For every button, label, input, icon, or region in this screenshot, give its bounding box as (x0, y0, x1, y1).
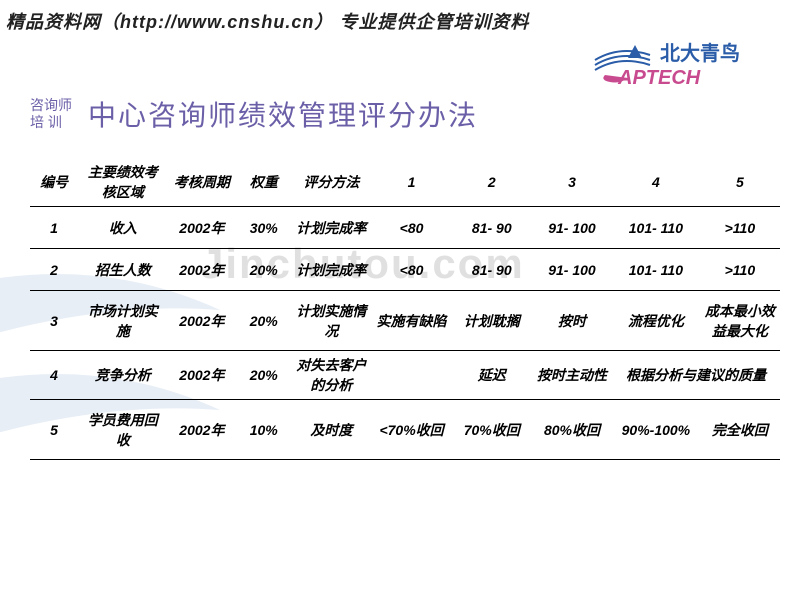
cell: 按时主动性 (532, 351, 612, 400)
cell: 延迟 (452, 351, 532, 400)
cell: <80 (371, 207, 451, 249)
col-header-4: 评分方法 (291, 158, 371, 207)
performance-table: 编号主要绩效考核区域考核周期权重评分方法12345 1收入2002年30%计划完… (30, 158, 780, 460)
cell (371, 351, 451, 400)
cell: 90%-100% (612, 400, 700, 460)
cell: 20% (236, 291, 291, 351)
cell: 根据分析与建议的质量 (612, 351, 780, 400)
cell: 91- 100 (532, 207, 612, 249)
cell: 实施有缺陷 (371, 291, 451, 351)
cell: 2002年 (168, 249, 237, 291)
col-header-1: 主要绩效考核区域 (78, 158, 167, 207)
title-section: 咨询师 培 训 中心咨询师绩效管理评分办法 (30, 94, 478, 134)
table-row: 1收入2002年30%计划完成率<8081- 9091- 100101- 110… (30, 207, 780, 249)
cell: <80 (371, 249, 451, 291)
cell: 101- 110 (612, 249, 700, 291)
cell: 市场计划实施 (78, 291, 167, 351)
subtitle-line1: 咨询师 (30, 97, 72, 114)
table-row: 2招生人数2002年20%计划完成率<8081- 9091- 100101- 1… (30, 249, 780, 291)
cell: 20% (236, 351, 291, 400)
cell: 对失去客户的分析 (291, 351, 371, 400)
col-header-6: 2 (452, 158, 532, 207)
cell: 2002年 (168, 291, 237, 351)
subtitle-left: 咨询师 培 训 (30, 97, 72, 131)
logo-en-text: APTECH (617, 67, 701, 89)
col-header-5: 1 (371, 158, 451, 207)
aptech-logo: 北大青鸟 APTECH (590, 40, 770, 90)
cell: 2002年 (168, 400, 237, 460)
cell: 及时度 (291, 400, 371, 460)
cell: 完全收回 (700, 400, 780, 460)
table-row: 5学员费用回收2002年10%及时度<70%收回70%收回80%收回90%-10… (30, 400, 780, 460)
cell: 竞争分析 (78, 351, 167, 400)
cell: 2002年 (168, 207, 237, 249)
cell: 80%收回 (532, 400, 612, 460)
cell: 10% (236, 400, 291, 460)
cell: 20% (236, 249, 291, 291)
cell: >110 (700, 249, 780, 291)
cell: 计划耽搁 (452, 291, 532, 351)
cell: 成本最小效益最大化 (700, 291, 780, 351)
cell: 学员费用回收 (78, 400, 167, 460)
table-row: 4竞争分析2002年20%对失去客户的分析 延迟按时主动性根据分析与建议的质量 (30, 351, 780, 400)
header-source-text: 精品资料网（http://www.cnshu.cn） 专业提供企管培训资料 (6, 8, 529, 34)
subtitle-line2: 培 训 (30, 114, 72, 131)
cell: 2002年 (168, 351, 237, 400)
cell: 计划完成率 (291, 249, 371, 291)
cell: 2 (30, 249, 78, 291)
cell: 计划实施情况 (291, 291, 371, 351)
cell: 计划完成率 (291, 207, 371, 249)
cell: 81- 90 (452, 249, 532, 291)
col-header-0: 编号 (30, 158, 78, 207)
cell: 1 (30, 207, 78, 249)
cell: 101- 110 (612, 207, 700, 249)
table-row: 3市场计划实施2002年20%计划实施情况实施有缺陷计划耽搁按时流程优化成本最小… (30, 291, 780, 351)
col-header-9: 5 (700, 158, 780, 207)
col-header-3: 权重 (236, 158, 291, 207)
cell: >110 (700, 207, 780, 249)
col-header-7: 3 (532, 158, 612, 207)
cell: 4 (30, 351, 78, 400)
cell: 91- 100 (532, 249, 612, 291)
col-header-8: 4 (612, 158, 700, 207)
cell: 70%收回 (452, 400, 532, 460)
main-title: 中心咨询师绩效管理评分办法 (88, 94, 478, 134)
cell: 招生人数 (78, 249, 167, 291)
cell: 收入 (78, 207, 167, 249)
cell: 按时 (532, 291, 612, 351)
cell: <70%收回 (371, 400, 451, 460)
logo-cn-text: 北大青鸟 (660, 41, 740, 65)
cell: 3 (30, 291, 78, 351)
cell: 5 (30, 400, 78, 460)
cell: 81- 90 (452, 207, 532, 249)
cell: 流程优化 (612, 291, 700, 351)
cell: 30% (236, 207, 291, 249)
col-header-2: 考核周期 (168, 158, 237, 207)
